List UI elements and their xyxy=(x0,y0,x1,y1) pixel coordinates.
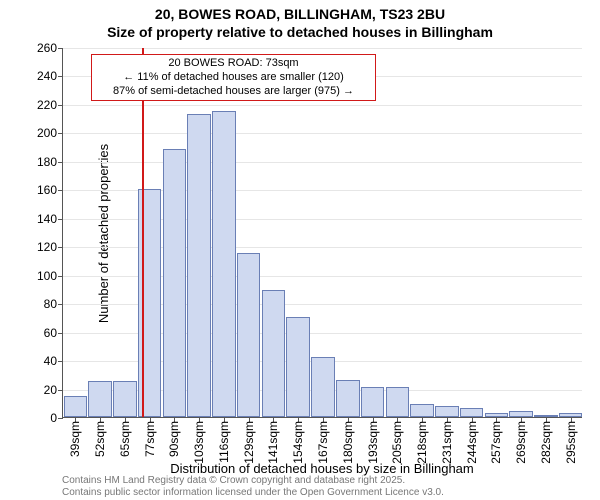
xtick-label: 193sqm xyxy=(366,421,380,464)
ytick-mark xyxy=(58,304,63,305)
xtick-label: 218sqm xyxy=(415,421,429,464)
ytick-label: 0 xyxy=(50,411,57,425)
bar xyxy=(237,253,261,417)
ytick-label: 40 xyxy=(44,354,57,368)
ytick-label: 80 xyxy=(44,297,57,311)
bar xyxy=(361,387,385,417)
ytick-label: 60 xyxy=(44,326,57,340)
bar xyxy=(64,396,88,417)
xtick-label: 103sqm xyxy=(192,421,206,464)
annotation-box: 20 BOWES ROAD: 73sqm← 11% of detached ho… xyxy=(91,54,376,101)
xtick-label: 257sqm xyxy=(489,421,503,464)
bar xyxy=(435,406,459,417)
ytick-mark xyxy=(58,390,63,391)
ytick-mark xyxy=(58,333,63,334)
xtick-label: 129sqm xyxy=(242,421,256,464)
xtick-label: 141sqm xyxy=(266,421,280,464)
xtick-label: 282sqm xyxy=(539,421,553,464)
bar xyxy=(336,380,360,417)
annotation-line: 87% of semi-detached houses are larger (… xyxy=(98,85,369,99)
ytick-mark xyxy=(58,76,63,77)
chart-title-line2: Size of property relative to detached ho… xyxy=(0,24,600,40)
plot-area: 02040608010012014016018020022024026039sq… xyxy=(62,48,582,418)
bar xyxy=(410,404,434,417)
footer-line: Contains HM Land Registry data © Crown c… xyxy=(62,475,444,487)
ytick-label: 260 xyxy=(37,41,57,55)
xtick-label: 154sqm xyxy=(291,421,305,464)
ytick-label: 100 xyxy=(37,269,57,283)
bar xyxy=(163,149,187,417)
ytick-label: 160 xyxy=(37,183,57,197)
chart-container: 20, BOWES ROAD, BILLINGHAM, TS23 2BU Siz… xyxy=(0,0,600,500)
ytick-label: 240 xyxy=(37,69,57,83)
ytick-mark xyxy=(58,219,63,220)
annotation-line: ← 11% of detached houses are smaller (12… xyxy=(98,71,369,85)
xtick-label: 295sqm xyxy=(564,421,578,464)
ytick-mark xyxy=(58,133,63,134)
bar xyxy=(311,357,335,417)
footer-line: Contains public sector information licen… xyxy=(62,487,444,499)
bar xyxy=(262,290,286,417)
reference-line xyxy=(142,48,144,417)
ytick-label: 180 xyxy=(37,155,57,169)
attribution-footer: Contains HM Land Registry data © Crown c… xyxy=(62,475,444,498)
ytick-mark xyxy=(58,361,63,362)
xtick-label: 180sqm xyxy=(341,421,355,464)
bar xyxy=(286,317,310,417)
ytick-label: 200 xyxy=(37,126,57,140)
ytick-mark xyxy=(58,105,63,106)
xtick-label: 90sqm xyxy=(167,421,181,457)
ytick-mark xyxy=(58,418,63,419)
bar xyxy=(187,114,211,417)
xtick-label: 77sqm xyxy=(143,421,157,457)
xtick-label: 205sqm xyxy=(390,421,404,464)
xtick-label: 244sqm xyxy=(465,421,479,464)
ytick-mark xyxy=(58,162,63,163)
xtick-label: 65sqm xyxy=(118,421,132,457)
x-axis-label: Distribution of detached houses by size … xyxy=(62,461,582,476)
ytick-label: 120 xyxy=(37,240,57,254)
chart-title-line1: 20, BOWES ROAD, BILLINGHAM, TS23 2BU xyxy=(0,6,600,22)
xtick-label: 167sqm xyxy=(316,421,330,464)
xtick-label: 116sqm xyxy=(217,421,231,463)
annotation-line: 20 BOWES ROAD: 73sqm xyxy=(98,57,369,71)
bar xyxy=(212,111,236,417)
ytick-mark xyxy=(58,190,63,191)
xtick-label: 39sqm xyxy=(68,421,82,457)
xtick-label: 52sqm xyxy=(93,421,107,457)
ytick-mark xyxy=(58,276,63,277)
bar xyxy=(386,387,410,417)
ytick-label: 140 xyxy=(37,212,57,226)
ytick-mark xyxy=(58,48,63,49)
bar xyxy=(88,381,112,417)
ytick-label: 20 xyxy=(44,383,57,397)
bar xyxy=(460,408,484,417)
ytick-mark xyxy=(58,247,63,248)
xtick-label: 231sqm xyxy=(440,421,454,464)
bar xyxy=(113,381,137,417)
ytick-label: 220 xyxy=(37,98,57,112)
xtick-label: 269sqm xyxy=(514,421,528,464)
